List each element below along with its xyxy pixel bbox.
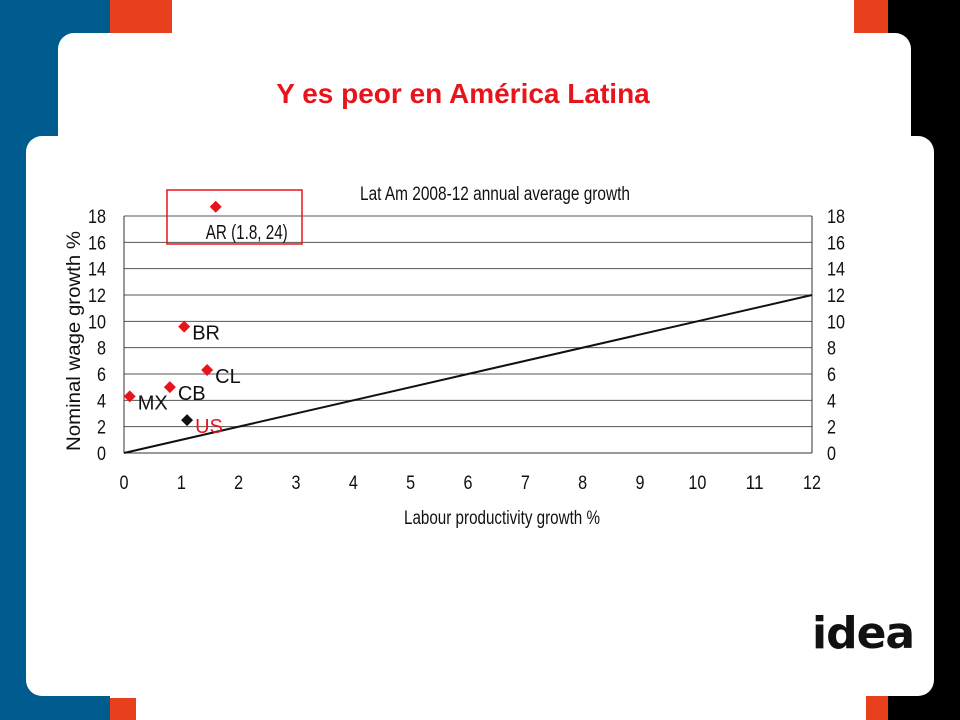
x-axis-label: Labour productivity growth %: [404, 508, 600, 529]
y-tick-label-right: 16: [827, 233, 845, 254]
x-tick-label: 9: [636, 473, 645, 494]
x-tick-label: 1: [177, 473, 186, 494]
y-tick-label-left: 14: [88, 260, 106, 281]
x-tick-label: 6: [464, 473, 473, 494]
x-tick-label: 10: [688, 473, 706, 494]
x-tick-label: 7: [521, 473, 530, 494]
y-tick-label-left: 0: [97, 444, 106, 465]
y-tick-label-right: 0: [827, 444, 836, 465]
y-tick-label-left: 6: [97, 365, 106, 386]
x-tick-label: 8: [578, 473, 587, 494]
chart-title: Lat Am 2008-12 annual average growth: [360, 184, 630, 205]
x-tick-label: 5: [406, 473, 415, 494]
data-point-label: BR: [192, 323, 220, 345]
y-tick-label-left: 4: [97, 391, 106, 412]
data-point-label: CL: [215, 366, 241, 388]
x-tick-label: 0: [120, 473, 129, 494]
y-tick-label-left: 12: [88, 286, 106, 307]
y-tick-label-right: 2: [827, 418, 836, 439]
y-tick-label-right: 6: [827, 365, 836, 386]
data-point: [163, 381, 176, 394]
slide-title: Y es peor en América Latina: [276, 78, 650, 109]
top-left-red-block: [110, 0, 172, 34]
x-tick-label: 12: [803, 473, 821, 494]
bottom-right-red-block: [866, 690, 888, 720]
data-point-label: AR (1.8, 24): [206, 222, 288, 244]
y-axis-label: Nominal wage growth %: [64, 231, 85, 451]
y-tick-label-left: 16: [88, 233, 106, 254]
reference-line: [123, 294, 813, 454]
y-tick-label-left: 8: [97, 339, 106, 360]
y-tick-label-right: 14: [827, 260, 845, 281]
y-tick-label-right: 8: [827, 339, 836, 360]
y-tick-label-right: 12: [827, 286, 845, 307]
x-tick-label: 11: [746, 473, 764, 494]
data-point: [209, 200, 222, 213]
x-tick-label: 4: [349, 473, 358, 494]
y-tick-label-left: 2: [97, 418, 106, 439]
y-tick-label-left: 18: [88, 207, 106, 228]
y-tick-label-left: 10: [88, 312, 106, 333]
y-tick-label-right: 10: [827, 312, 845, 333]
data-point-label: MX: [138, 392, 168, 414]
y-tick-label-right: 4: [827, 391, 836, 412]
x-tick-label: 2: [234, 473, 243, 494]
x-tick-label: 3: [292, 473, 301, 494]
highlight-box: [166, 189, 303, 245]
data-point: [123, 390, 136, 403]
top-right-red-block: [854, 0, 888, 34]
data-point: [201, 364, 214, 377]
data-point: [178, 320, 191, 333]
data-point-label: CB: [178, 383, 206, 405]
y-tick-label-right: 18: [827, 207, 845, 228]
content-panel: [26, 136, 934, 696]
bottom-left-red-block: [110, 698, 136, 720]
data-point: [181, 414, 194, 427]
data-point-label: US: [195, 416, 223, 438]
idea-logo: idea: [812, 608, 915, 659]
